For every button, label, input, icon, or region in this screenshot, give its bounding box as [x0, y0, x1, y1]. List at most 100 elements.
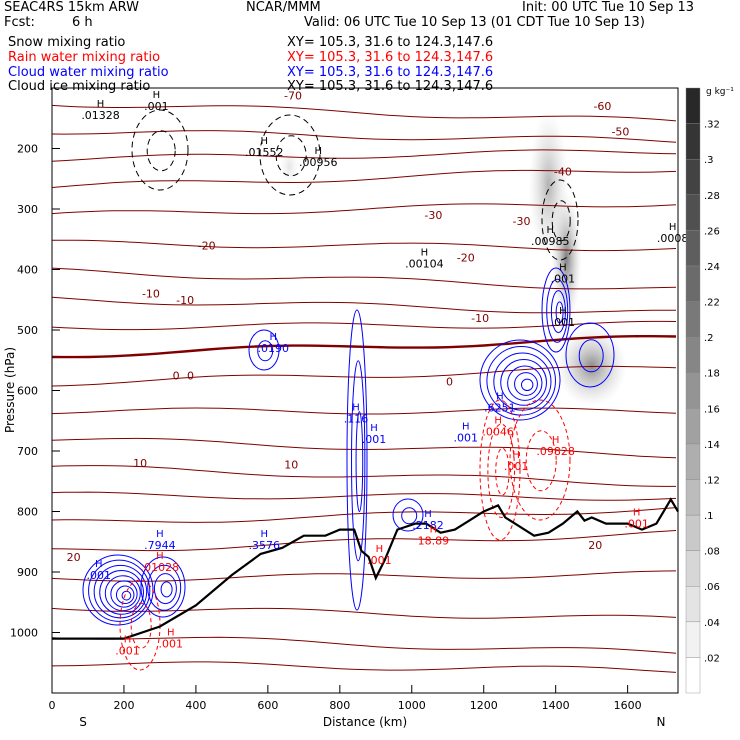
cloud-e-contour-1	[486, 346, 556, 416]
legend-rain-xy: XY= 105.3, 31.6 to 124.3,147.6	[287, 50, 494, 65]
rain-b-contour-0	[509, 399, 571, 521]
colorbar-cell	[685, 550, 701, 587]
colorbar-cell	[685, 657, 701, 694]
legend-snow-name: Snow mixing ratio	[8, 35, 126, 50]
maximum-marker: H	[124, 635, 132, 646]
maximum-value: .0046	[482, 426, 514, 439]
maximum-value: .7944	[144, 539, 176, 552]
temperature-label: 20	[67, 551, 81, 564]
colorbar-cell	[685, 230, 701, 267]
maximum-marker: H	[167, 627, 175, 638]
legend-cloud-water-xy: XY= 105.3, 31.6 to 124.3,147.6	[287, 65, 494, 80]
isotherm-line-13	[51, 465, 676, 487]
maximum-value: .001	[115, 645, 140, 658]
y-tick-label: 500	[17, 324, 38, 337]
maximum-marker: H	[462, 422, 470, 433]
maximum-marker: H	[269, 332, 277, 343]
isotherm-line-6	[51, 267, 677, 290]
isotherm-line-0	[51, 104, 677, 122]
cloud-e-contour-2	[493, 352, 552, 411]
south-label: S	[79, 715, 87, 729]
snow-a-contour-1	[146, 130, 176, 172]
x-tick-label: 600	[257, 699, 278, 712]
maximum-marker: H	[430, 525, 438, 536]
cloud-f-contour-0	[541, 267, 571, 353]
maximum-marker: H	[376, 544, 384, 555]
cloud-e-contour-0	[479, 339, 561, 421]
colorbar-cell	[685, 408, 701, 445]
colorbar-tick-label: .06	[704, 582, 720, 593]
temperature-label: -50	[611, 126, 629, 139]
isotherm-line-3	[51, 169, 677, 188]
temperature-label: 0	[173, 369, 180, 382]
x-tick-label: 200	[113, 699, 134, 712]
maximum-marker: H	[547, 225, 555, 236]
rain-a-contour-0	[479, 399, 521, 541]
maximum-value: .001	[367, 554, 392, 567]
cloud-b-contour-2	[153, 573, 177, 605]
temperature-label: -20	[457, 251, 475, 264]
maximum-value: .001	[551, 316, 576, 329]
colorbar-tick-label: .26	[704, 226, 720, 237]
maximum-marker: H	[512, 450, 520, 461]
colorbar-tick-label: .22	[704, 298, 720, 309]
temperature-label: 0	[187, 369, 194, 382]
maximum-value: .0190	[258, 342, 290, 355]
y-tick-label: 900	[17, 566, 38, 579]
colorbar-cell	[685, 443, 701, 480]
temperature-label: -70	[284, 89, 302, 102]
maximum-marker: H	[559, 306, 567, 317]
colorbar-cell	[685, 586, 701, 623]
maximum-value: .001	[362, 433, 387, 446]
temperature-label: -40	[554, 165, 572, 178]
cloud-d-contour-0	[346, 309, 368, 611]
cloud-a-contour-6	[115, 585, 135, 605]
colorbar-cell	[685, 265, 701, 302]
rain-c-contour-0	[119, 579, 161, 671]
temperature-label: -10	[142, 288, 160, 301]
maximum-marker: H	[97, 99, 105, 110]
maximum-value: .001	[551, 273, 576, 286]
forecast-label: Fcst:	[4, 15, 35, 30]
maximum-value: .3576	[249, 539, 281, 552]
x-tick-label: 0	[49, 699, 56, 712]
maximum-value: .0008	[657, 232, 689, 245]
colorbar-cell	[685, 372, 701, 409]
colorbar-tick-label: .28	[704, 191, 720, 202]
maximum-marker: H	[156, 551, 164, 562]
isotherm-line-2	[51, 149, 677, 162]
maximum-marker: H	[669, 222, 677, 233]
cloud-f-contour-1	[546, 278, 569, 343]
maximum-value: .001	[144, 100, 169, 113]
colorbar-cell	[685, 301, 701, 338]
temperature-label: 10	[133, 457, 147, 470]
maximum-value: .001	[624, 518, 649, 531]
x-tick-label: 1600	[614, 699, 642, 712]
snow-b-contour-0	[259, 114, 321, 196]
cloud-g-contour-1	[578, 339, 604, 373]
maximum-marker: H	[496, 391, 504, 402]
cloud-e-contour-6	[520, 378, 534, 392]
maximum-value: 18.89	[418, 535, 450, 548]
cloud-d-contour-2	[355, 411, 364, 513]
north-label: N	[657, 715, 666, 729]
cloud-g-contour-0	[565, 322, 615, 388]
temperature-label: 10	[284, 458, 298, 471]
isotherm-line-12	[51, 437, 677, 459]
cloud-b-contour-1	[147, 564, 182, 611]
snow-a-contour-0	[131, 109, 189, 191]
rain-a-contour-2	[495, 447, 510, 496]
maximum-marker: H	[494, 416, 502, 427]
maximum-marker: H	[352, 402, 360, 413]
isotherm-line-1	[51, 130, 677, 143]
legend-cloud-ice-xy: XY= 105.3, 31.6 to 124.3,147.6	[287, 79, 494, 94]
maximum-value: .01028	[141, 561, 180, 574]
x-tick-label: 1000	[398, 699, 426, 712]
rain-b-contour-1	[525, 430, 557, 492]
colorbar-cell	[685, 621, 701, 658]
temperature-label: -10	[471, 312, 489, 325]
y-tick-label: 1000	[10, 627, 38, 640]
cloud-a-contour-3	[99, 570, 144, 615]
temperature-label: -60	[593, 100, 611, 113]
colorbar-tick-label: .18	[704, 369, 720, 380]
